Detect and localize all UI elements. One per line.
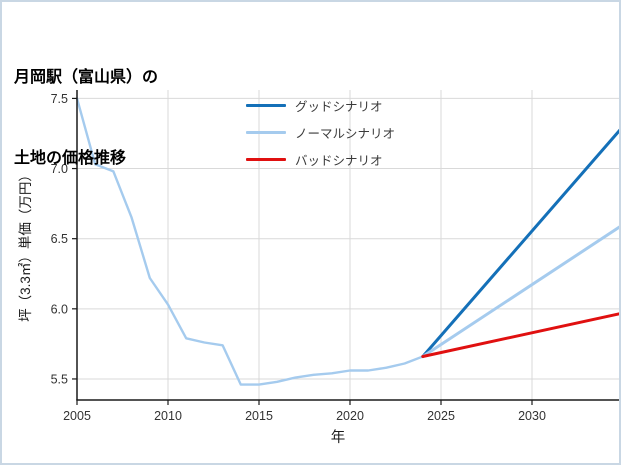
legend-label-good-scenario: グッドシナリオ [295, 100, 383, 114]
legend-line-good-scenario [246, 104, 286, 107]
page-title: 月岡駅（富山県）の 土地の価格推移 [14, 10, 158, 226]
chart-legend: グッドシナリオ ノーマルシナリオ バッドシナリオ [246, 92, 395, 173]
legend-label-normal-scenario: ノーマルシナリオ [295, 127, 396, 141]
svg-text:2005: 2005 [63, 409, 91, 423]
svg-text:坪（3.3㎡）単価（万円）: 坪（3.3㎡）単価（万円） [18, 168, 33, 322]
svg-text:7.0: 7.0 [51, 162, 68, 176]
legend-line-normal-scenario [246, 131, 286, 134]
svg-text:6.5: 6.5 [51, 232, 68, 246]
svg-text:2020: 2020 [336, 409, 364, 423]
legend-line-bad-scenario [246, 158, 286, 161]
page-title-line-2: 土地の価格推移 [14, 150, 127, 167]
svg-text:5.5: 5.5 [51, 372, 68, 386]
svg-text:2010: 2010 [154, 409, 182, 423]
legend-item-good-scenario: グッドシナリオ [246, 92, 395, 119]
svg-text:年: 年 [331, 429, 346, 446]
page-title-line-1: 月岡駅（富山県）の [14, 69, 159, 86]
svg-text:2015: 2015 [245, 409, 273, 423]
legend-item-normal-scenario: ノーマルシナリオ [246, 119, 395, 146]
svg-text:6.0: 6.0 [51, 302, 68, 316]
svg-text:2030: 2030 [518, 409, 546, 423]
legend-item-bad-scenario: バッドシナリオ [246, 146, 395, 173]
svg-text:2025: 2025 [427, 409, 455, 423]
svg-text:7.5: 7.5 [51, 92, 68, 106]
legend-label-bad-scenario: バッドシナリオ [295, 154, 383, 168]
